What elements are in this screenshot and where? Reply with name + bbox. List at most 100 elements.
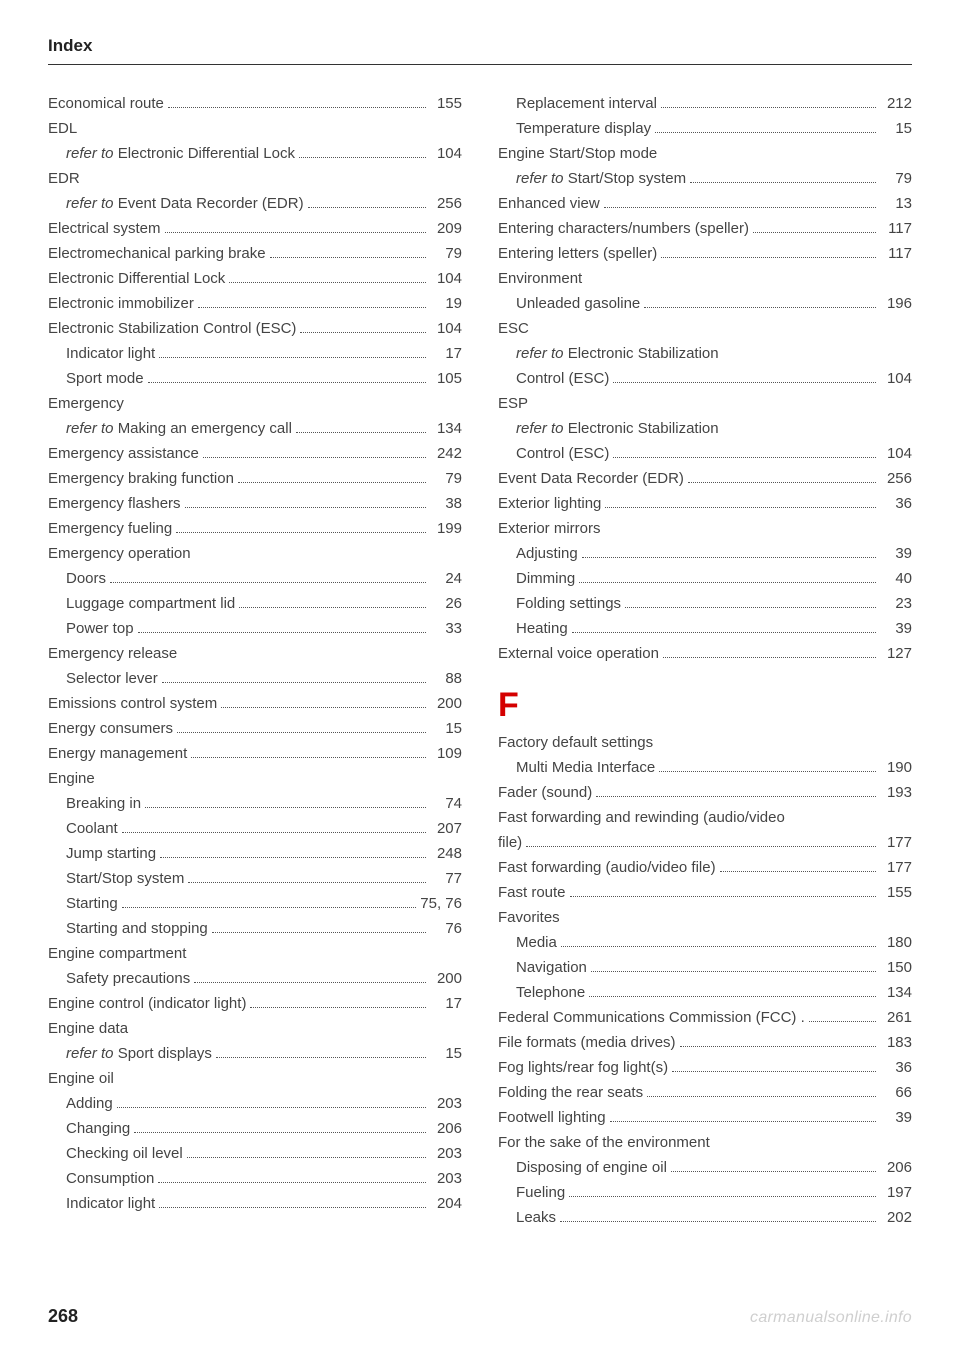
index-entry: refer to Sport displays15 — [48, 1041, 462, 1066]
index-entry-label: Dimming — [516, 566, 575, 591]
index-entry: Media180 — [498, 930, 912, 955]
index-entry-label: Indicator light — [66, 341, 155, 366]
index-entry: Adjusting39 — [498, 541, 912, 566]
index-entry-label: Engine compartment — [48, 941, 186, 966]
index-entry-text: Entering letters (speller) — [498, 245, 657, 262]
index-entry: Factory default settings — [498, 730, 912, 755]
index-entry: Disposing of engine oil206 — [498, 1155, 912, 1180]
leader-dots — [809, 1012, 876, 1023]
leader-dots — [160, 848, 426, 859]
index-entry-page: 104 — [880, 366, 912, 391]
index-entry-page: 104 — [430, 266, 462, 291]
index-entry-text: Sport mode — [66, 370, 144, 387]
index-entry-page: 38 — [430, 491, 462, 516]
index-entry: File formats (media drives)183 — [498, 1030, 912, 1055]
index-entry-page: 203 — [430, 1091, 462, 1116]
leader-dots — [145, 798, 426, 809]
index-entry: Emergency release — [48, 641, 462, 666]
leader-dots — [671, 1162, 876, 1173]
leader-dots — [177, 723, 426, 734]
index-entry-text: Favorites — [498, 909, 560, 926]
index-entry-text: Breaking in — [66, 795, 141, 812]
index-entry-label: Selector lever — [66, 666, 158, 691]
index-entry-text: Engine compartment — [48, 945, 186, 962]
index-entry: Fast route155 — [498, 880, 912, 905]
index-entry: refer to Making an emergency call134 — [48, 416, 462, 441]
index-entry-text: Doors — [66, 570, 106, 587]
index-entry-label: Favorites — [498, 905, 560, 930]
index-entry-label: Emergency fueling — [48, 516, 172, 541]
index-entry: Environment — [498, 266, 912, 291]
index-entry-page: 76 — [430, 916, 462, 941]
leader-dots — [216, 1048, 426, 1059]
leader-dots — [582, 548, 876, 559]
leader-dots — [122, 823, 426, 834]
index-entry-label: Environment — [498, 266, 582, 291]
index-entry: refer to Start/Stop system79 — [498, 166, 912, 191]
index-entry-label: Safety precautions — [66, 966, 190, 991]
index-entry: Power top33 — [48, 616, 462, 641]
index-entry-text: Exterior mirrors — [498, 520, 601, 537]
index-entry-label: EDL — [48, 116, 77, 141]
index-entry: Folding the rear seats66 — [498, 1080, 912, 1105]
index-entry: Navigation150 — [498, 955, 912, 980]
index-entry-page: 242 — [430, 441, 462, 466]
index-entry-page: 66 — [880, 1080, 912, 1105]
index-entry-text: Luggage compartment lid — [66, 595, 235, 612]
index-entry-page: 79 — [880, 166, 912, 191]
leader-dots — [561, 937, 876, 948]
index-entry-label: Engine data — [48, 1016, 128, 1041]
index-entry-page: 36 — [880, 491, 912, 516]
index-entry-text: Fast route — [498, 884, 566, 901]
index-entry: Energy management109 — [48, 741, 462, 766]
index-entry: Luggage compartment lid26 — [48, 591, 462, 616]
index-entry: Folding settings23 — [498, 591, 912, 616]
index-entry-page: 104 — [880, 441, 912, 466]
leader-dots — [560, 1212, 876, 1223]
index-entry-label: Electronic immobilizer — [48, 291, 194, 316]
index-entry-label: Multi Media Interface — [516, 755, 655, 780]
left-column: Economical route155EDLrefer to Electroni… — [48, 91, 462, 1230]
index-entry-page: 200 — [430, 966, 462, 991]
index-entry-page: 261 — [880, 1005, 912, 1030]
index-entry-label: Event Data Recorder (EDR) — [498, 466, 684, 491]
leader-dots — [165, 223, 426, 234]
leader-dots — [296, 423, 426, 434]
leader-dots — [194, 973, 426, 984]
leader-dots — [203, 448, 426, 459]
index-entry-text: Event Data Recorder (EDR) — [498, 470, 684, 487]
leader-dots — [176, 523, 426, 534]
index-entry-text: Adjusting — [516, 545, 578, 562]
leader-dots — [148, 373, 426, 384]
index-entry: EDR — [48, 166, 462, 191]
index-entry-text: EDL — [48, 120, 77, 137]
index-entry-label: Emergency assistance — [48, 441, 199, 466]
index-entry-text: Engine Start/Stop mode — [498, 145, 657, 162]
index-entry: Emergency flashers 38 — [48, 491, 462, 516]
index-entry: Temperature display15 — [498, 116, 912, 141]
index-entry-text: Emergency flashers — [48, 495, 181, 512]
index-entry-page: 75, 76 — [420, 891, 462, 916]
index-entry: Engine oil — [48, 1066, 462, 1091]
leader-dots — [212, 923, 426, 934]
index-entry-text: Jump starting — [66, 845, 156, 862]
index-entry: Event Data Recorder (EDR)256 — [498, 466, 912, 491]
leader-dots — [138, 623, 426, 634]
index-entry-text: Emergency operation — [48, 545, 191, 562]
index-entry-page: 13 — [880, 191, 912, 216]
index-entry: Fader (sound)193 — [498, 780, 912, 805]
index-entry: Electronic immobilizer19 — [48, 291, 462, 316]
index-entry-text: Adding — [66, 1095, 113, 1112]
index-entry-label: Factory default settings — [498, 730, 653, 755]
leader-dots — [221, 698, 426, 709]
index-entry-page: 193 — [880, 780, 912, 805]
index-entry-page: 17 — [430, 341, 462, 366]
index-entry-label: Fueling — [516, 1180, 565, 1205]
index-entry-page: 74 — [430, 791, 462, 816]
index-entry: Starting75, 76 — [48, 891, 462, 916]
leader-dots — [605, 498, 876, 509]
index-entry-label: Emergency braking function — [48, 466, 234, 491]
index-entry: Favorites — [498, 905, 912, 930]
leader-dots — [300, 323, 426, 334]
index-entry-label: Emergency — [48, 391, 124, 416]
